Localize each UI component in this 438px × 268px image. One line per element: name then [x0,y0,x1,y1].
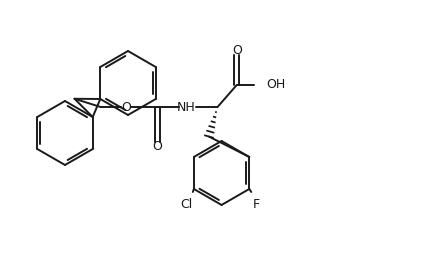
Text: Cl: Cl [181,199,193,211]
Text: F: F [253,199,260,211]
Text: NH: NH [177,101,196,114]
Text: O: O [232,44,242,57]
Text: O: O [121,101,131,114]
Text: OH: OH [266,78,285,91]
Text: O: O [152,140,162,154]
